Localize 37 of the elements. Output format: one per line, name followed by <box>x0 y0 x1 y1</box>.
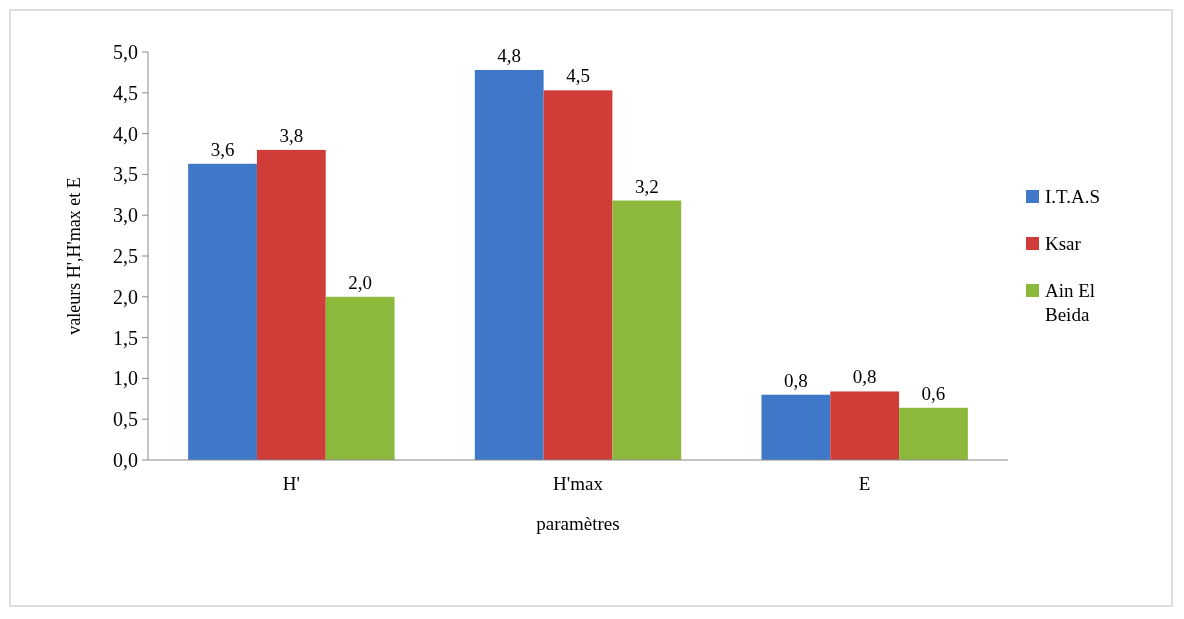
data-label: 2,0 <box>348 271 373 293</box>
bar <box>761 394 831 460</box>
bar <box>543 90 613 460</box>
y-tick-label: 0,0 <box>113 449 138 471</box>
data-label: 0,6 <box>921 382 946 404</box>
y-tick-label: 3,0 <box>113 204 138 227</box>
x-tick-label: E <box>858 473 871 494</box>
x-axis-title: paramètres <box>536 513 620 534</box>
data-label: 4,5 <box>566 65 590 87</box>
data-label: 0,8 <box>783 369 808 391</box>
bar <box>474 69 544 460</box>
bar <box>899 407 968 460</box>
y-tick-label: 4,0 <box>113 122 138 145</box>
bar <box>188 163 257 460</box>
bar <box>612 200 682 460</box>
data-label: 3,6 <box>210 138 235 160</box>
x-tick-label: H'max <box>553 473 604 494</box>
y-tick-label: 4,5 <box>113 81 138 104</box>
data-label: 3,8 <box>279 124 304 146</box>
legend-label: Ksar <box>1045 233 1082 254</box>
y-axis-title: valeurs H',H'max et E <box>64 177 84 335</box>
bar <box>830 391 900 460</box>
data-label: 4,8 <box>497 44 522 66</box>
y-tick-label: 5,0 <box>113 41 138 63</box>
y-tick-label: 3,5 <box>113 163 138 186</box>
x-tick-label: H' <box>282 473 300 494</box>
y-tick-label: 1,0 <box>113 367 138 390</box>
y-tick-label: 0,5 <box>113 408 138 431</box>
legend-label: Ain El Beida <box>1045 280 1096 325</box>
data-label: 0,8 <box>852 366 877 388</box>
bar <box>256 149 326 460</box>
bar <box>325 296 395 460</box>
legend-label: I.T.A.S <box>1045 186 1101 207</box>
data-label: 3,2 <box>634 175 659 197</box>
y-tick-label: 2,5 <box>113 245 138 267</box>
y-tick-label: 1,5 <box>113 326 138 349</box>
y-tick-label: 2,0 <box>113 285 138 308</box>
